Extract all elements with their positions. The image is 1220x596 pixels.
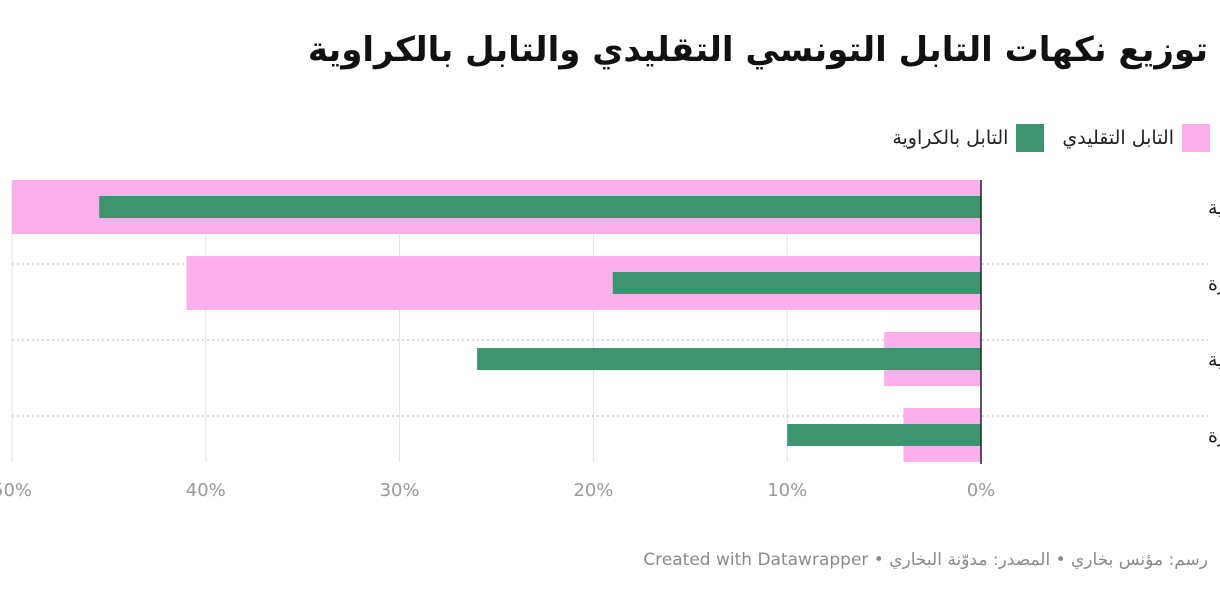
legend-swatch-traditional (1182, 124, 1210, 152)
x-tick-label: 20% (573, 480, 613, 501)
legend-item-caraway: التابل بالكراوية (892, 124, 1045, 152)
x-tick-label: 0% (967, 480, 996, 501)
x-tick-label: 50% (0, 480, 32, 501)
x-tick-label: 10% (767, 480, 807, 501)
bar-caraway (477, 348, 981, 370)
bar-caraway (787, 424, 981, 446)
x-tick-label: 40% (186, 480, 226, 501)
legend-label-caraway: التابل بالكراوية (892, 127, 1009, 149)
x-tick-label: 30% (380, 480, 420, 501)
category-label: النكهات الحادّة المعزّزة (1208, 273, 1220, 295)
category-label: النكهات العطرية (1208, 197, 1220, 219)
bar-chart: 50% 40% 30% 20% 10% 0% النكهات العطرية النكهات … (0, 180, 1220, 501)
legend-swatch-caraway (1016, 124, 1045, 152)
chart-title: توزيع نكهات التابل التونسي التقليدي والت… (307, 30, 1208, 70)
bar-caraway (99, 196, 981, 218)
legend-label-traditional: التابل التقليدي (1062, 127, 1174, 149)
legend-item-traditional: التابل التقليدي (1062, 124, 1210, 152)
category-label: النكهات الترابية (1208, 349, 1220, 371)
category-label: النكهات الحارّة (1208, 425, 1220, 447)
bar-caraway (612, 272, 981, 294)
legend: التابل التقليدي التابل بالكراوية (892, 124, 1210, 152)
chart-footer: رسم: مؤنس بخاري • المصدر: مدوّنة البخاري… (643, 550, 1208, 570)
